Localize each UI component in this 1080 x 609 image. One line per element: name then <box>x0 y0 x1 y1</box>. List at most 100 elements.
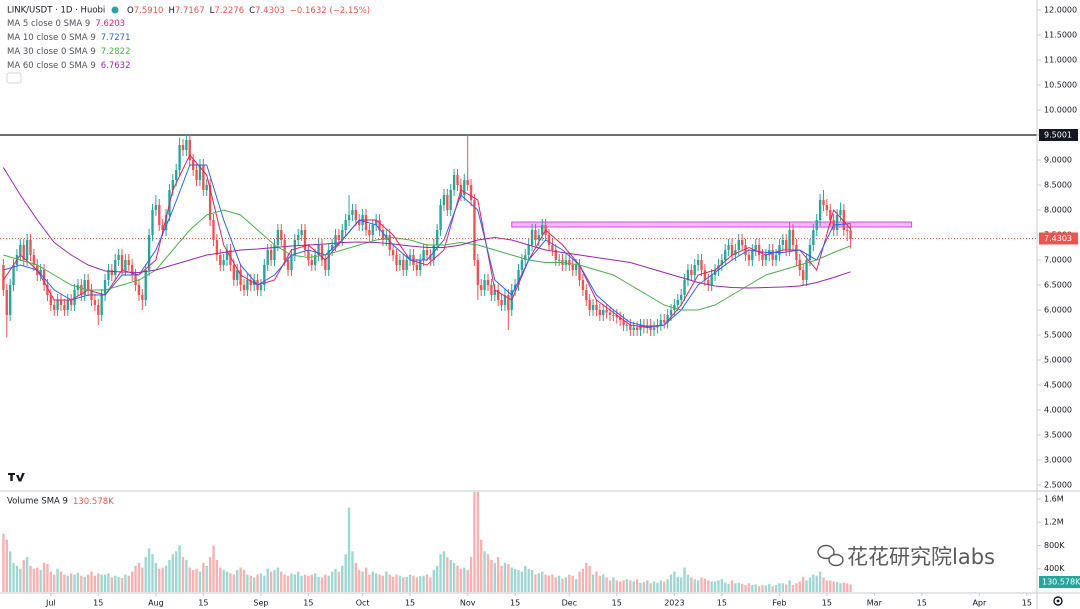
volume-bar <box>747 583 751 592</box>
candle-body <box>598 310 602 315</box>
settings-button[interactable] <box>1053 596 1063 606</box>
volume-bar <box>449 560 452 592</box>
candle-body <box>188 140 191 160</box>
candle-body <box>239 270 242 285</box>
volume-bar <box>785 584 788 592</box>
candle-body <box>524 255 527 260</box>
volume-bar <box>517 569 520 592</box>
ohlc-value: 7.2276 <box>214 6 244 16</box>
candle-body <box>215 240 219 255</box>
candle-body <box>503 295 507 305</box>
candle-body <box>615 315 618 318</box>
volume-bar <box>137 562 141 592</box>
candle-body <box>686 270 690 280</box>
volume-bar <box>825 580 829 592</box>
candle-body <box>354 210 358 220</box>
volume-bar <box>151 554 154 592</box>
y-tick-label: 10.0000 <box>1044 106 1077 115</box>
volume-bar <box>276 567 280 592</box>
candle-body <box>422 250 425 260</box>
volume-bar <box>337 571 341 592</box>
candle-body <box>435 230 439 245</box>
volume-bar <box>839 583 842 592</box>
candle-body <box>425 250 429 255</box>
volume-bar <box>832 581 835 592</box>
volume-bar <box>5 539 8 592</box>
candle-body <box>276 230 280 245</box>
volume-bar <box>510 567 513 592</box>
candle-body <box>63 305 66 310</box>
volume-bar <box>263 575 266 592</box>
candle-body <box>842 210 846 230</box>
volume-bar <box>80 575 83 592</box>
candle-body <box>313 255 317 265</box>
volume-bar <box>293 574 297 592</box>
volume-bar <box>480 539 483 592</box>
candle-body <box>700 260 703 270</box>
x-tick-label: Nov <box>460 599 476 608</box>
volume-bar <box>815 575 818 592</box>
candle-body <box>808 245 812 260</box>
volume-bar <box>42 562 46 592</box>
candle-body <box>208 185 212 220</box>
volume-bar <box>585 562 588 592</box>
volume-bar <box>191 569 195 592</box>
candle-body <box>405 260 408 270</box>
volume-bar <box>446 557 449 592</box>
volume-bar <box>818 571 822 592</box>
volume-bar <box>696 580 700 592</box>
volume-bar <box>571 575 574 592</box>
volume-bar <box>690 577 693 592</box>
volume-bar <box>310 574 313 592</box>
volume-bar <box>280 571 283 592</box>
candle-body <box>730 245 734 255</box>
x-tick-label: 15 <box>303 599 313 608</box>
candle-body <box>222 260 225 265</box>
x-tick-label: 2023 <box>664 599 684 608</box>
candle-body <box>812 230 815 245</box>
logo-mark <box>7 473 25 482</box>
volume-bar <box>324 574 327 592</box>
volume-bar <box>513 568 517 592</box>
candle-body <box>595 305 598 310</box>
ma-value: 6.7632 <box>101 61 131 71</box>
collapse-button[interactable] <box>6 72 22 84</box>
candle-body <box>696 260 700 265</box>
ma-line <box>3 209 851 311</box>
candle-body <box>259 285 263 290</box>
candle-body <box>5 290 8 315</box>
volume-bar <box>846 583 849 592</box>
volume-tick-label: 400K <box>1044 564 1065 573</box>
tv-logo[interactable] <box>7 470 25 484</box>
volume-bar <box>754 584 757 592</box>
candle-body <box>591 305 595 310</box>
volume-bar <box>205 565 208 592</box>
volume-bar <box>225 571 229 592</box>
volume-bar <box>652 581 656 592</box>
candle-body <box>764 255 768 260</box>
volume-bar <box>666 579 669 592</box>
candle-body <box>266 250 269 265</box>
volume-bar <box>524 565 527 592</box>
ma-line <box>3 164 851 328</box>
volume-bar <box>341 565 344 592</box>
ma-name: MA 60 close 0 SMA 9 <box>7 61 96 71</box>
volume-bar <box>435 565 439 592</box>
volume-bar <box>330 571 334 592</box>
volume-bar <box>547 575 551 592</box>
volume-bar <box>378 574 381 592</box>
x-tick-label: 15 <box>917 599 927 608</box>
volume-bar <box>737 582 740 592</box>
candle-body <box>2 265 5 290</box>
volume-bar <box>22 560 25 592</box>
volume-bar <box>490 560 493 592</box>
volume-bar <box>2 533 5 592</box>
volume-bar <box>625 579 629 592</box>
candle-body <box>202 165 205 190</box>
volume-bar <box>385 571 388 592</box>
volume-bar <box>774 585 778 592</box>
candle-body <box>537 235 541 240</box>
volume-bar <box>473 492 476 592</box>
x-tick-label: 15 <box>93 599 103 608</box>
volume-bar <box>527 568 530 592</box>
